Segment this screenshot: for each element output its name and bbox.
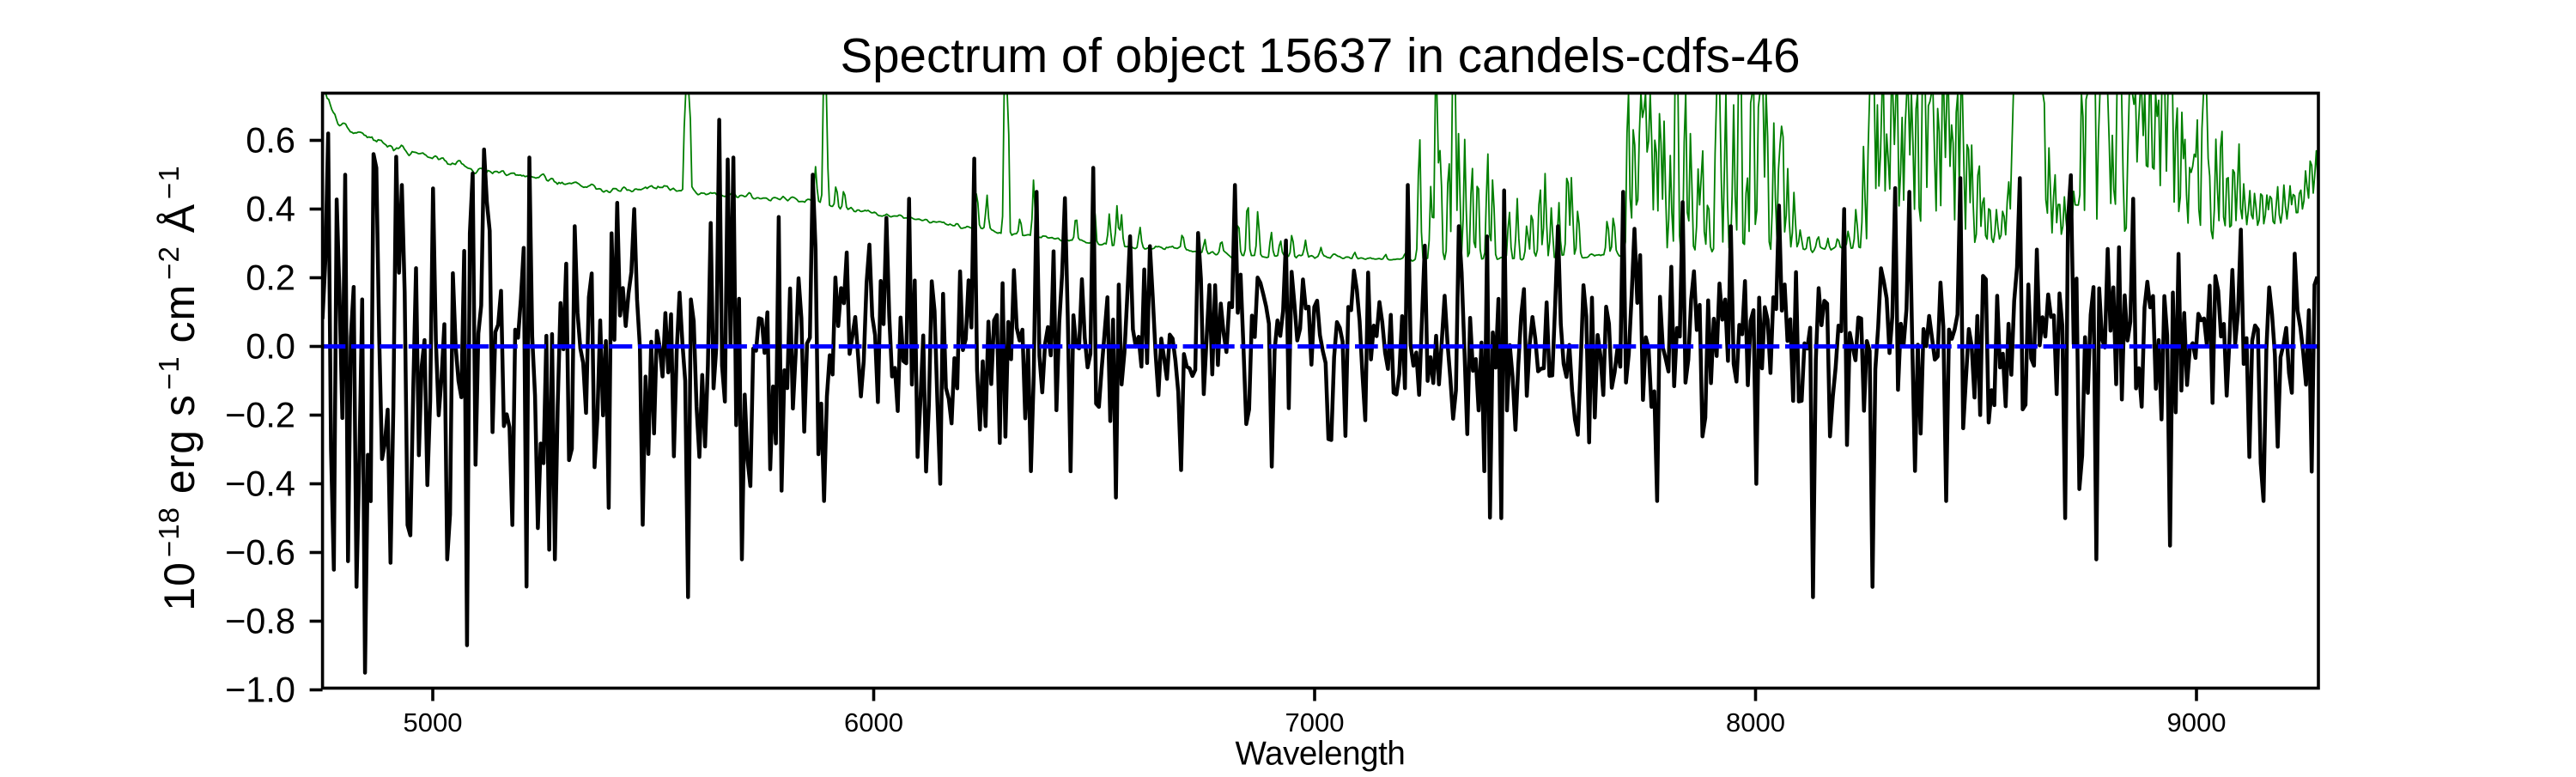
svg-text:6000: 6000 [844,707,903,738]
svg-text:9000: 9000 [2167,707,2227,738]
svg-text:0.4: 0.4 [246,188,295,228]
svg-text:8000: 8000 [1726,707,1785,738]
svg-text:0.2: 0.2 [246,257,295,297]
svg-text:Spectrum of object 15637 in ca: Spectrum of object 15637 in candels-cdfs… [840,28,1800,82]
svg-text:−0.6: −0.6 [225,531,295,572]
svg-text:0.6: 0.6 [246,119,295,160]
svg-text:7000: 7000 [1285,707,1345,738]
svg-text:−1.0: −1.0 [225,669,295,709]
svg-text:Wavelength: Wavelength [1236,735,1406,772]
svg-text:5000: 5000 [404,707,463,738]
svg-text:−0.8: −0.8 [225,600,295,640]
svg-text:0.0: 0.0 [246,325,295,366]
svg-text:−0.2: −0.2 [225,394,295,434]
svg-text:−0.4: −0.4 [225,463,295,503]
